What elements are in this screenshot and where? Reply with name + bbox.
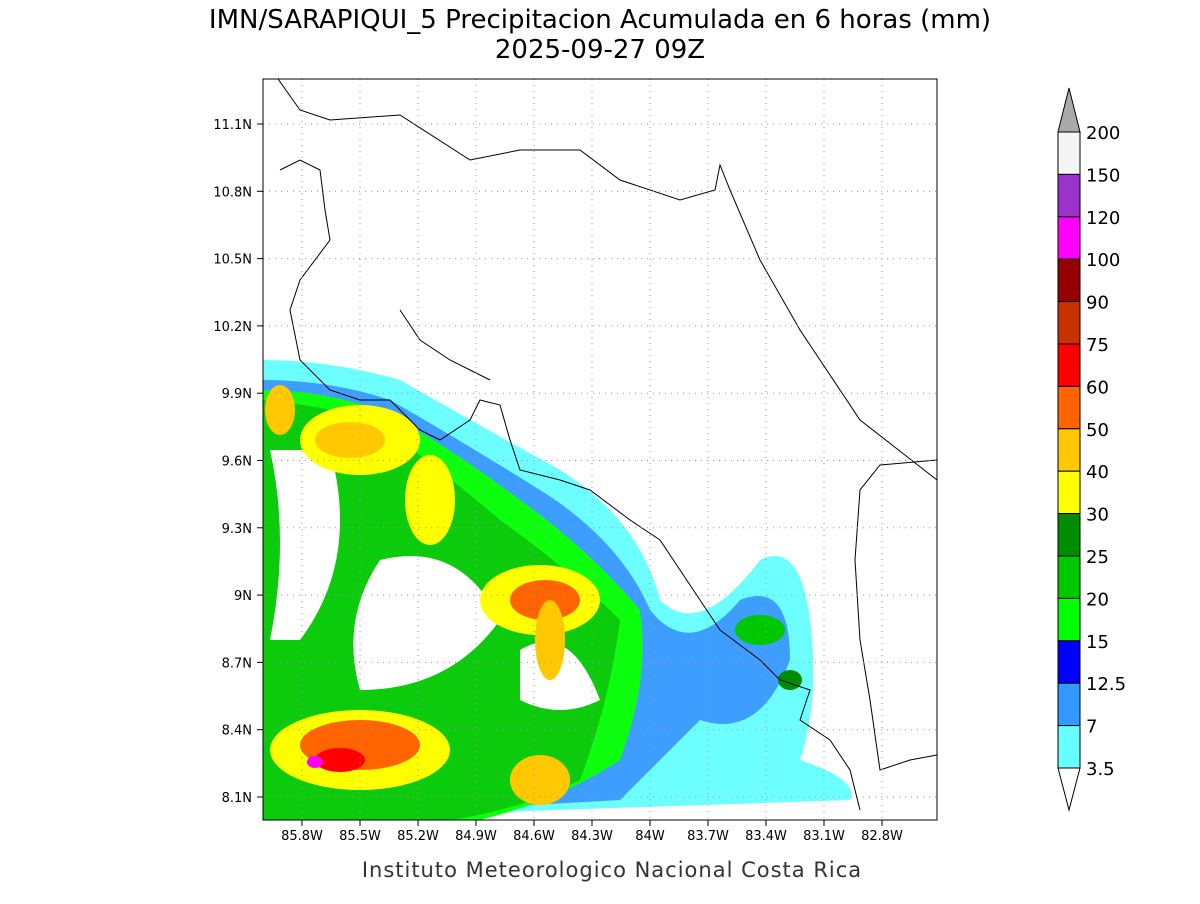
colorbar-box [1057, 385, 1081, 430]
colorbar-box [1057, 258, 1081, 303]
colorbar-label: 90 [1086, 293, 1109, 314]
colorbar-box [1057, 301, 1081, 345]
lat-label: 11.1N [213, 118, 252, 133]
lon-label: 85.2W [397, 829, 439, 844]
lat-label: 8.4N [222, 724, 252, 739]
colorbar-label: 75 [1086, 335, 1109, 356]
colorbar-label: 60 [1086, 377, 1109, 398]
precip-field [263, 360, 852, 820]
lat-label: 10.8N [213, 185, 252, 200]
lon-label: 84W [635, 829, 665, 844]
colorbar-bottom-arrow [1057, 767, 1081, 812]
colorbar-box [1057, 682, 1081, 727]
lon-label: 83.4W [745, 829, 787, 844]
colorbar-box [1057, 428, 1081, 472]
lat-label: 9N [234, 589, 252, 604]
colorbar: 200 150 120 100 90 75 60 50 40 30 25 20 15 12.5 7 3.5 [1057, 87, 1126, 812]
lat-label: 9.9N [222, 387, 252, 402]
lat-label: 8.1N [222, 791, 252, 806]
lat-label: 8.7N [222, 656, 252, 671]
lon-label: 85.8W [281, 829, 323, 844]
title: IMN/SARAPIQUI_5 Precipitacion Acumulada … [209, 5, 991, 35]
coastline [277, 79, 937, 811]
colorbar-top-arrow [1057, 87, 1081, 133]
colorbar-label: 20 [1086, 589, 1109, 610]
lon-label: 84.9W [455, 829, 497, 844]
colorbar-box [1057, 131, 1081, 175]
lat-label: 9.3N [222, 522, 252, 537]
lon-label: 83.1W [803, 829, 845, 844]
colorbar-box [1057, 343, 1081, 387]
colorbar-label: 100 [1086, 250, 1120, 271]
colorbar-label: 15 [1086, 632, 1109, 653]
colorbar-label: 40 [1086, 462, 1109, 483]
colorbar-label: 3.5 [1086, 759, 1115, 780]
lon-label: 84.3W [571, 829, 613, 844]
colorbar-box [1057, 597, 1081, 642]
colorbar-label: 120 [1086, 208, 1120, 229]
colorbar-label: 150 [1086, 165, 1120, 186]
colorbar-label: 50 [1086, 420, 1109, 441]
subtitle: 2025-09-27 09Z [495, 35, 705, 65]
colorbar-label: 7 [1086, 717, 1097, 738]
lat-label: 10.2N [213, 320, 252, 335]
colorbar-box [1057, 513, 1081, 557]
colorbar-box [1057, 640, 1081, 684]
colorbar-box [1057, 216, 1081, 260]
colorbar-box [1057, 173, 1081, 218]
map-frame [262, 78, 938, 821]
footer: Instituto Meteorologico Nacional Costa R… [362, 858, 862, 882]
lat-label: 10.5N [213, 253, 252, 268]
colorbar-box [1057, 470, 1081, 515]
colorbar-label: 200 [1086, 123, 1120, 144]
grid: 11.1N 10.8N 10.5N 10.2N 9.9N 9.6N 9.3N 9N 8.7N 8.… [213, 79, 937, 844]
colorbar-label: 25 [1086, 547, 1109, 568]
lon-label: 84.6W [513, 829, 555, 844]
colorbar-label: 30 [1086, 505, 1109, 526]
colorbar-label: 12.5 [1086, 674, 1126, 695]
colorbar-box [1057, 555, 1081, 599]
lon-label: 82.8W [861, 829, 903, 844]
lat-label: 9.6N [222, 455, 252, 470]
colorbar-box [1057, 725, 1081, 769]
lon-label: 85.5W [339, 829, 381, 844]
lon-label: 83.7W [687, 829, 729, 844]
